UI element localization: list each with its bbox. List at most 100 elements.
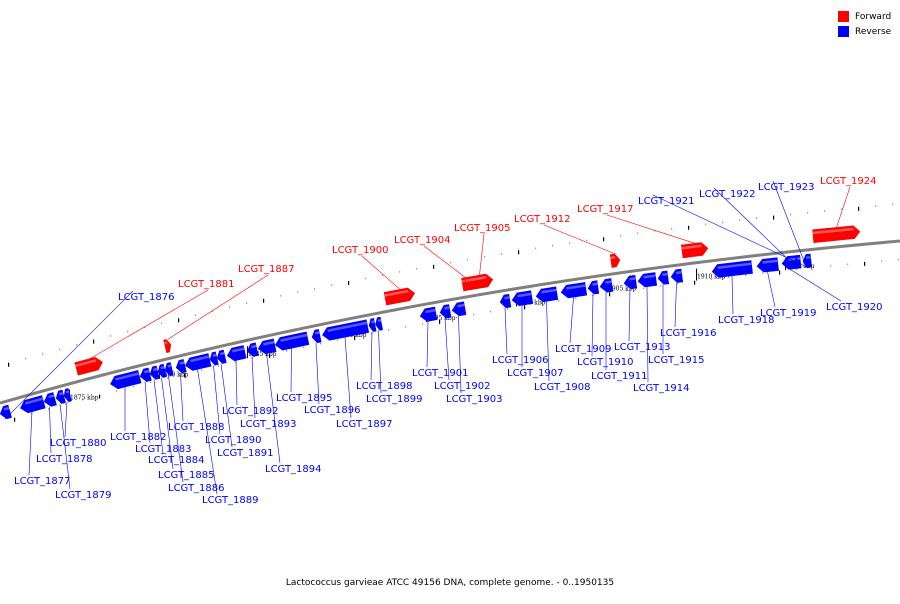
gene-label: LCGT_1896 (304, 405, 361, 416)
leader-line (251, 356, 256, 419)
tick-mark-lower (133, 385, 135, 388)
tick-mark-lower (694, 280, 696, 285)
gene-highlight (457, 303, 465, 308)
gene-label: LCGT_1888 (168, 422, 225, 433)
scale-label: 1895 kbp (427, 315, 456, 322)
gene-highlight (152, 367, 158, 372)
gene-highlight (232, 347, 245, 353)
gene-highlight (280, 333, 308, 342)
tick-mark-upper (433, 264, 435, 269)
gene-lcgt-1883 (139, 367, 152, 382)
gene-label: LCGT_1876 (118, 292, 175, 303)
gene-label: LCGT_1903 (446, 394, 503, 405)
gene-highlight (58, 391, 64, 396)
gene-lcgt-1915 (657, 270, 670, 285)
gene-highlight (251, 344, 257, 349)
gene-arrow (657, 270, 670, 285)
tick-mark-upper (280, 295, 282, 297)
tick-mark-lower (456, 316, 458, 319)
gene-lcgt-1902 (439, 304, 452, 319)
gene-lcgt-1896 (311, 329, 322, 344)
gene-highlight (797, 257, 801, 260)
tick-mark-upper (892, 203, 894, 206)
leader-line (569, 297, 574, 344)
gene-lcgt-1908 (535, 286, 559, 303)
leader-line (266, 353, 281, 464)
gene-label: LCGT_1885 (158, 470, 215, 481)
tick-mark-upper (161, 322, 163, 324)
tick-mark-lower (558, 299, 560, 302)
gene-lcgt-1922 (794, 254, 802, 269)
gene-highlight (662, 272, 668, 276)
gene-arrow (812, 225, 861, 243)
tick-mark-lower (609, 292, 611, 297)
gene-arrow (163, 339, 172, 354)
gene-lcgt-1914 (637, 272, 658, 288)
tick-mark-upper (8, 362, 10, 367)
leader-line (290, 348, 292, 393)
gene-arrow (43, 392, 57, 407)
tick-mark-lower (439, 319, 441, 324)
tick-mark-lower (184, 373, 186, 378)
legend-label-forward: Forward (855, 11, 892, 22)
tick-mark-upper (705, 223, 707, 226)
tick-mark-lower (252, 357, 254, 360)
leader-line (543, 224, 616, 255)
gene-lcgt-1905 (464, 273, 494, 291)
tick-mark-lower (847, 263, 849, 265)
leader-line (235, 360, 238, 406)
tick-mark-lower (541, 302, 543, 305)
gene-label: LCGT_1912 (514, 214, 571, 225)
tick-mark-upper (807, 211, 809, 214)
gene-highlight (65, 390, 70, 394)
gene-highlight (143, 369, 150, 374)
gene-arrow (311, 329, 322, 344)
tick-mark-lower (218, 365, 220, 367)
leader-line (772, 180, 807, 268)
gene-label: LCGT_1901 (412, 368, 469, 379)
tick-mark-lower (779, 270, 781, 275)
leader-line (652, 194, 808, 268)
tick-mark-lower (796, 268, 798, 271)
leader-line (161, 377, 174, 470)
gene-lcgt-1907 (511, 290, 534, 306)
gene-arrow (20, 395, 46, 414)
gene-label: LCGT_1907 (507, 368, 564, 379)
tick-mark-upper (246, 302, 248, 305)
tick-mark-upper (59, 348, 61, 351)
gene-label: LCGT_1910 (577, 357, 634, 368)
tick-mark-lower (422, 322, 424, 325)
tick-mark-upper (76, 344, 78, 346)
gene-label: LCGT_1884 (148, 455, 205, 466)
gene-arrow (439, 304, 452, 319)
gene-lcgt-1882 (110, 370, 142, 390)
gene-arrow (599, 278, 614, 293)
gene-label: LCGT_1900 (332, 245, 389, 256)
tick-mark-upper (569, 242, 571, 244)
tick-mark-upper (110, 335, 112, 337)
tick-mark-lower (575, 297, 577, 299)
gene-highlight (48, 394, 55, 399)
gene-arrow (560, 282, 588, 299)
gene-lcgt-1895 (275, 331, 310, 351)
forward-swatch (838, 11, 849, 22)
tick-mark-upper (25, 357, 27, 360)
tick-mark-upper (382, 274, 384, 276)
gene-lcgt-1903 (451, 301, 467, 317)
gene-label: LCGT_1915 (648, 355, 705, 366)
leader-line (315, 342, 320, 405)
gene-highlight (504, 296, 510, 300)
tick-mark-lower (235, 361, 237, 363)
tick-mark-upper (773, 215, 775, 220)
gene-label: LCGT_1919 (760, 308, 817, 319)
gene-arrow (499, 293, 512, 309)
tick-mark-upper (824, 210, 826, 212)
gene-arrow (681, 242, 709, 259)
scale-label: 1880 kbp (160, 372, 189, 379)
gene-highlight (592, 282, 598, 286)
gene-highlight (605, 280, 612, 284)
gene-arrow (246, 342, 259, 357)
gene-label: LCGT_1921 (638, 196, 695, 207)
tick-mark-lower (65, 403, 67, 406)
